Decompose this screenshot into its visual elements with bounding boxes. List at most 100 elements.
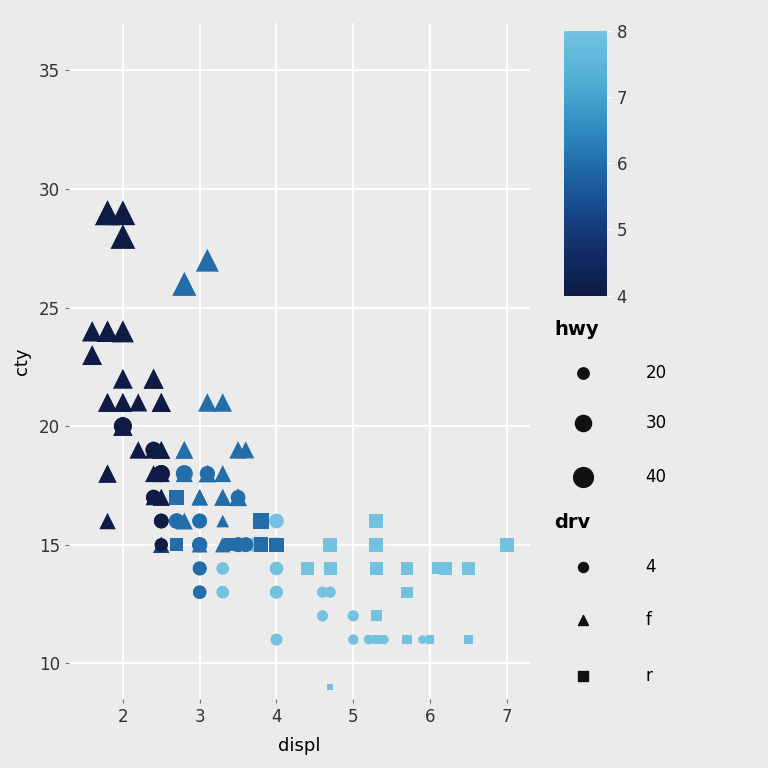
Point bbox=[178, 278, 190, 290]
Point bbox=[217, 396, 229, 409]
Point bbox=[401, 562, 413, 574]
Point bbox=[577, 366, 589, 379]
Point bbox=[370, 562, 382, 574]
Point bbox=[424, 634, 436, 646]
Point bbox=[301, 562, 313, 574]
Point bbox=[255, 538, 267, 551]
Point bbox=[232, 492, 244, 504]
Point bbox=[401, 562, 413, 574]
Point bbox=[362, 634, 375, 646]
Point bbox=[170, 515, 183, 527]
Point bbox=[401, 562, 413, 574]
Point bbox=[117, 372, 129, 385]
Point bbox=[155, 468, 167, 480]
Point bbox=[101, 396, 114, 409]
Point bbox=[270, 634, 283, 646]
Point bbox=[370, 538, 382, 551]
Point bbox=[270, 562, 283, 574]
Point bbox=[101, 325, 114, 337]
Point bbox=[324, 586, 336, 598]
Point bbox=[178, 444, 190, 456]
Point bbox=[577, 561, 589, 573]
Point bbox=[170, 538, 183, 551]
Point bbox=[194, 538, 206, 551]
Point bbox=[155, 444, 167, 456]
Point bbox=[201, 468, 214, 480]
Point bbox=[132, 396, 144, 409]
Point bbox=[324, 538, 336, 551]
Text: 30: 30 bbox=[645, 414, 667, 432]
Point bbox=[117, 396, 129, 409]
Point bbox=[155, 538, 167, 551]
Point bbox=[370, 634, 382, 646]
Point bbox=[324, 562, 336, 574]
Point bbox=[194, 562, 206, 574]
Point bbox=[270, 538, 283, 551]
Point bbox=[155, 468, 167, 480]
Point bbox=[217, 492, 229, 504]
Point bbox=[147, 492, 160, 504]
Point bbox=[462, 562, 475, 574]
Point bbox=[416, 634, 429, 646]
Point bbox=[101, 468, 114, 480]
Point bbox=[217, 515, 229, 527]
Point bbox=[217, 562, 229, 574]
Point bbox=[147, 492, 160, 504]
Point bbox=[155, 396, 167, 409]
Point bbox=[117, 420, 129, 432]
Point bbox=[201, 396, 214, 409]
Point bbox=[370, 562, 382, 574]
Point bbox=[155, 468, 167, 480]
Point bbox=[240, 538, 252, 551]
Point bbox=[370, 562, 382, 574]
Point bbox=[117, 396, 129, 409]
Point bbox=[401, 562, 413, 574]
Point bbox=[501, 538, 513, 551]
Point bbox=[101, 468, 114, 480]
Point bbox=[401, 562, 413, 574]
Y-axis label: cty: cty bbox=[12, 347, 31, 375]
Point bbox=[347, 634, 359, 646]
Point bbox=[232, 538, 244, 551]
Point bbox=[370, 562, 382, 574]
Point bbox=[439, 562, 452, 574]
Point bbox=[132, 444, 144, 456]
Point bbox=[270, 586, 283, 598]
Point bbox=[86, 349, 98, 361]
Point bbox=[194, 538, 206, 551]
Point bbox=[462, 634, 475, 646]
Point bbox=[401, 586, 413, 598]
Point bbox=[155, 396, 167, 409]
Point bbox=[194, 492, 206, 504]
Point bbox=[270, 538, 283, 551]
Point bbox=[270, 562, 283, 574]
Point bbox=[217, 468, 229, 480]
Point bbox=[147, 468, 160, 480]
Text: hwy: hwy bbox=[554, 320, 599, 339]
Point bbox=[201, 468, 214, 480]
Point bbox=[577, 670, 589, 682]
Point bbox=[217, 538, 229, 551]
Point bbox=[117, 420, 129, 432]
Point bbox=[270, 586, 283, 598]
Point bbox=[324, 562, 336, 574]
Point bbox=[370, 610, 382, 622]
Point bbox=[217, 538, 229, 551]
Point bbox=[401, 634, 413, 646]
Point bbox=[324, 562, 336, 574]
Text: drv: drv bbox=[554, 512, 591, 531]
Point bbox=[370, 515, 382, 527]
Point bbox=[432, 562, 444, 574]
Text: f: f bbox=[645, 611, 651, 629]
Point bbox=[117, 420, 129, 432]
Point bbox=[240, 444, 252, 456]
Point bbox=[117, 420, 129, 432]
Point bbox=[194, 538, 206, 551]
Point bbox=[117, 230, 129, 243]
Point bbox=[178, 515, 190, 527]
Point bbox=[232, 444, 244, 456]
Point bbox=[255, 515, 267, 527]
Point bbox=[347, 610, 359, 622]
Point bbox=[401, 562, 413, 574]
Point bbox=[147, 372, 160, 385]
